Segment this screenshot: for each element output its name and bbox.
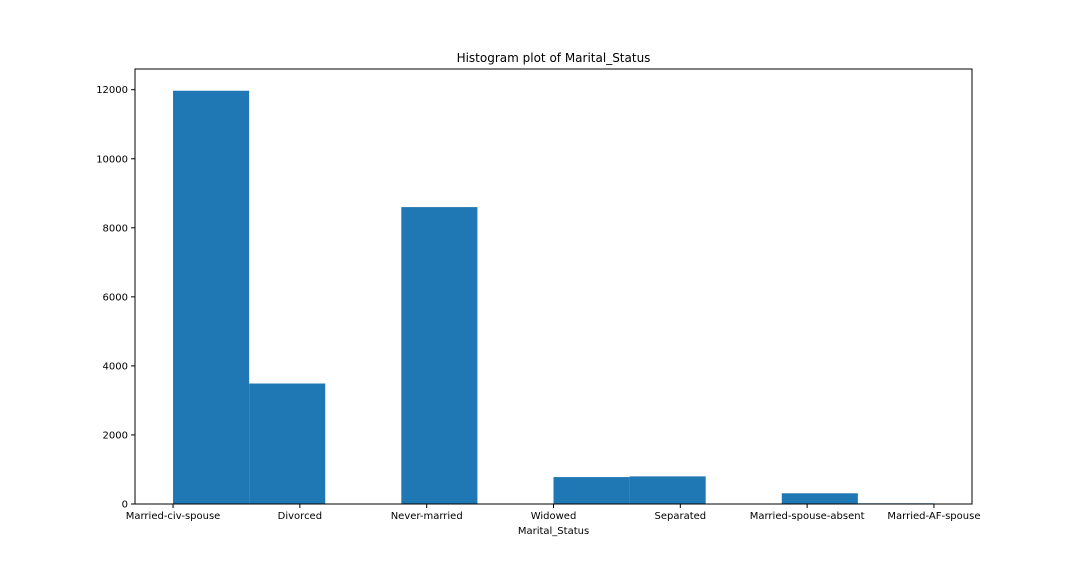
y-tick-label-2: 4000	[103, 361, 128, 372]
histogram-bar-6	[629, 476, 706, 504]
y-tick-label-4: 8000	[103, 223, 128, 234]
x-axis: Married-civ-spouse Divorced Never-married W…	[126, 504, 980, 522]
x-tick-label-0: Married-civ-spouse	[126, 511, 221, 522]
x-tick-label-3: Widowed	[531, 511, 577, 522]
y-tick-label-0: 0	[122, 500, 128, 511]
x-tick-label-6: Married-AF-spouse	[887, 511, 980, 522]
y-tick-label-3: 6000	[103, 292, 128, 303]
y-tick-label-5: 10000	[96, 154, 128, 165]
histogram-bar-5	[553, 477, 630, 504]
x-tick-label-5: Married-spouse-absent	[750, 511, 865, 522]
histogram-bar-0	[173, 90, 250, 504]
y-tick-label-1: 2000	[103, 430, 128, 441]
bars-group	[173, 90, 934, 504]
histogram-bar-3	[401, 207, 478, 504]
y-tick-label-6: 12000	[96, 85, 128, 96]
x-tick-label-1: Divorced	[278, 511, 322, 522]
histogram-bar-1	[249, 383, 326, 504]
y-axis: 0 2000 4000 6000 8000 10000 12000	[96, 85, 135, 511]
chart-title: Histogram plot of Marital_Status	[457, 51, 651, 65]
histogram-bar-8	[781, 493, 858, 504]
x-tick-label-2: Never-married	[391, 511, 463, 522]
x-axis-label: Marital_Status	[518, 526, 589, 537]
x-tick-label-4: Separated	[654, 511, 706, 522]
